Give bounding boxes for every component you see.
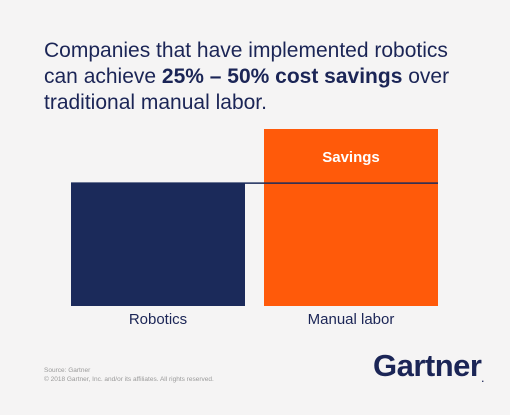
copyright-line: © 2018 Gartner, Inc. and/or its affiliat… [44,376,214,383]
x-tick-label-manual-labor: Manual labor [307,311,395,328]
headline-bold: 25% – 50% cost savings [161,65,403,88]
gartner-logo: Gartner. [373,348,484,384]
logo-dot: . [481,374,484,384]
headline-part1: Companies that have implemented robotics… [44,39,448,88]
source-line: Source: Gartner [44,367,91,374]
headline-part2: over traditional manual labor. [44,65,450,114]
bar-robotics [71,183,245,306]
source-note: Source: Gartner © 2018 Gartner, Inc. and… [44,366,214,384]
bar-manual-labor [264,129,438,306]
headline: Companies that have implemented robotics… [44,38,484,116]
x-tick-label-robotics: Robotics [128,311,188,328]
savings-segment-label: Savings [322,149,380,166]
logo-text: Gartner [373,348,482,383]
